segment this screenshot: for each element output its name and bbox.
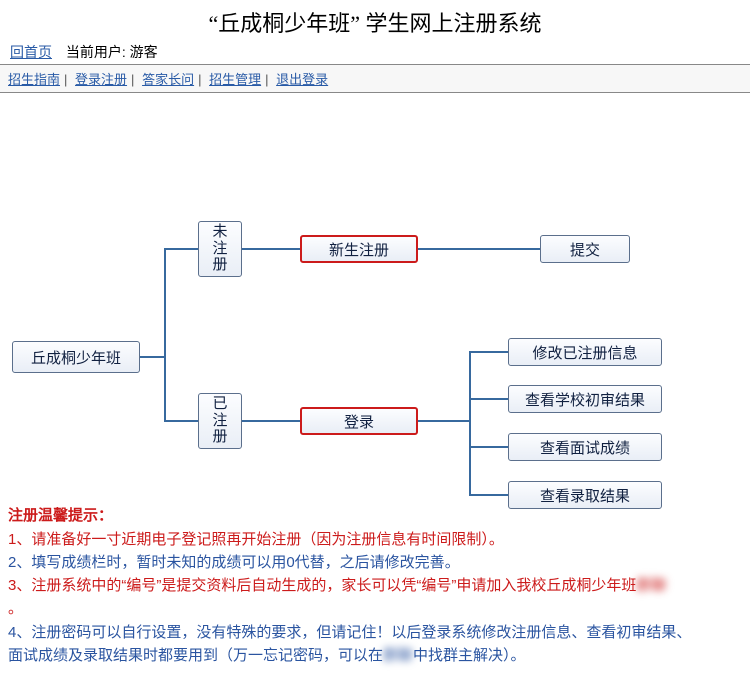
- flowchart: 丘成桐少年班 未注册 新生注册 提交已注册 登录 修改已注册信息查看学校初审结果查看面试成…: [0, 193, 750, 543]
- tip-line-4b: 面试成绩及录取结果时都要用到（万一忘记密码，可以在群聊中找群主解决）。: [8, 644, 742, 667]
- hidden-text: 群聊: [636, 577, 666, 594]
- node-submit: 提交: [540, 235, 630, 263]
- tips-heading: 注册温馨提示：: [8, 504, 742, 527]
- hidden-text: 群聊: [383, 647, 413, 664]
- edge-login-act1: [418, 352, 508, 421]
- current-user-value: 游客: [130, 44, 158, 60]
- nav-item-login[interactable]: 登录注册: [75, 72, 127, 87]
- node-unreg: 未注册: [198, 221, 242, 277]
- tip-line-3: 3、注册系统中的“编号”是提交资料后自动生成的，家长可以凭“编号”申请加入我校丘…: [8, 574, 742, 597]
- tip-line-4a: 4、注册密码可以自行设置，没有特殊的要求，但请记住！以后登录系统修改注册信息、查…: [8, 621, 742, 644]
- edge-root-reg: [140, 357, 198, 421]
- edge-root-unreg: [140, 249, 198, 357]
- node-act3: 查看面试成绩: [508, 433, 662, 461]
- nav-item-faq[interactable]: 答家长问: [142, 72, 194, 87]
- nav-item-logout[interactable]: 退出登录: [276, 72, 328, 87]
- page-root: “丘成桐少年班” 学生网上注册系统 回首页 当前用户: 游客 招生指南| 登录注…: [0, 0, 750, 673]
- nav-item-admin[interactable]: 招生管理: [209, 72, 261, 87]
- node-login: 登录: [300, 407, 418, 435]
- tips-block: 注册温馨提示： 1、请准备好一寸近期电子登记照再开始注册（因为注册信息有时间限制…: [8, 504, 742, 667]
- page-title: “丘成桐少年班” 学生网上注册系统: [0, 0, 750, 38]
- node-newreg: 新生注册: [300, 235, 418, 263]
- nav-bar: 招生指南| 登录注册| 答家长问| 招生管理| 退出登录: [0, 64, 750, 93]
- node-reg: 已注册: [198, 393, 242, 449]
- edge-login-act3: [418, 421, 508, 447]
- edge-login-act2: [418, 399, 508, 421]
- nav-item-guide[interactable]: 招生指南: [8, 72, 60, 87]
- node-root: 丘成桐少年班: [12, 341, 140, 373]
- current-user-label: 当前用户:: [66, 44, 126, 60]
- edge-login-act4: [418, 421, 508, 495]
- home-link[interactable]: 回首页: [10, 44, 52, 60]
- node-act1: 修改已注册信息: [508, 338, 662, 366]
- user-line: 回首页 当前用户: 游客: [0, 38, 750, 64]
- tip-line-1: 1、请准备好一寸近期电子登记照再开始注册（因为注册信息有时间限制）。: [8, 528, 742, 551]
- tip-line-3b: 。: [8, 597, 742, 620]
- tip-line-2: 2、填写成绩栏时，暂时未知的成绩可以用0代替，之后请修改完善。: [8, 551, 742, 574]
- node-act2: 查看学校初审结果: [508, 385, 662, 413]
